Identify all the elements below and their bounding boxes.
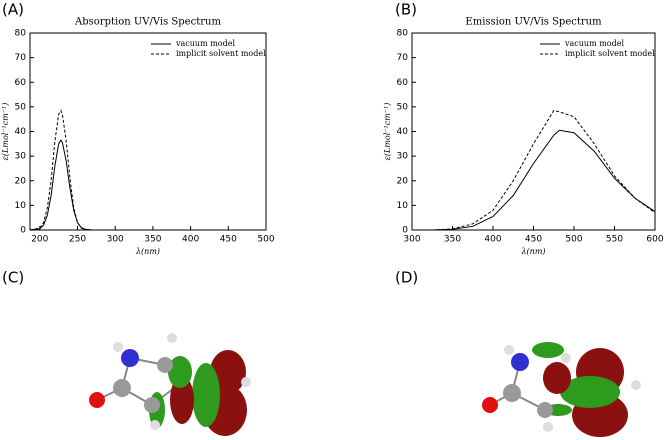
plot-frame [29, 32, 267, 231]
y-tick-label: 20 [397, 176, 409, 186]
y-tick-label: 40 [15, 127, 27, 137]
x-tick-label: 500 [565, 235, 582, 245]
legend-label: implicit solvent model [565, 49, 655, 58]
y-tick-label: 30 [15, 152, 27, 162]
y-tick-label: 50 [397, 102, 409, 112]
y-tick-label: 30 [397, 152, 409, 162]
series-line [412, 129, 656, 231]
y-tick-label: 80 [15, 29, 27, 39]
panel-label: (D) [395, 269, 418, 287]
legend-label: implicit solvent model [176, 49, 266, 58]
x-tick-label: 450 [220, 235, 237, 245]
x-tick-label: 250 [69, 235, 86, 245]
y-tick-label: 80 [397, 29, 409, 39]
x-tick-label: 300 [107, 235, 124, 245]
x-tick-label: 400 [182, 235, 199, 245]
x-tick-label: 200 [31, 235, 48, 245]
y-axis-label: ε(Lmol⁻¹cm⁻¹) [1, 103, 10, 161]
y-tick-label: 60 [15, 78, 27, 88]
series-line [29, 139, 266, 231]
y-axis-label: ε(Lmol⁻¹cm⁻¹) [383, 103, 392, 161]
x-axis-label: λ(nm) [135, 247, 160, 256]
panel-label: (A) [2, 1, 24, 19]
panel-label: (C) [2, 269, 24, 287]
x-tick-label: 350 [444, 235, 461, 245]
chart-title: Absorption UV/Vis Spectrum [74, 17, 221, 28]
x-tick-label: 600 [646, 235, 663, 245]
y-tick-label: 70 [15, 53, 27, 63]
y-tick-label: 40 [397, 127, 409, 137]
chart-title: Emission UV/Vis Spectrum [465, 17, 602, 28]
x-tick-label: 400 [484, 235, 501, 245]
molecule-c [89, 333, 251, 436]
y-tick-label: 10 [397, 201, 409, 211]
x-tick-label: 450 [525, 235, 542, 245]
legend-label: vacuum model [175, 39, 235, 48]
y-tick-label: 60 [397, 78, 409, 88]
x-axis-label: λ(nm) [520, 247, 545, 256]
y-tick-label: 0 [402, 226, 408, 236]
x-tick-label: 500 [257, 235, 274, 245]
panel-label: (B) [395, 1, 417, 19]
y-tick-label: 70 [397, 53, 409, 63]
series-line [29, 109, 266, 231]
y-tick-label: 50 [15, 102, 27, 112]
molecule-d [482, 342, 641, 437]
x-tick-label: 300 [403, 235, 420, 245]
x-tick-label: 550 [606, 235, 623, 245]
plot-frame [411, 32, 656, 231]
y-tick-label: 0 [20, 226, 26, 236]
series-line [412, 110, 656, 231]
legend-label: vacuum model [564, 39, 624, 48]
x-tick-label: 350 [144, 235, 161, 245]
y-tick-label: 10 [15, 201, 27, 211]
y-tick-label: 20 [15, 176, 27, 186]
